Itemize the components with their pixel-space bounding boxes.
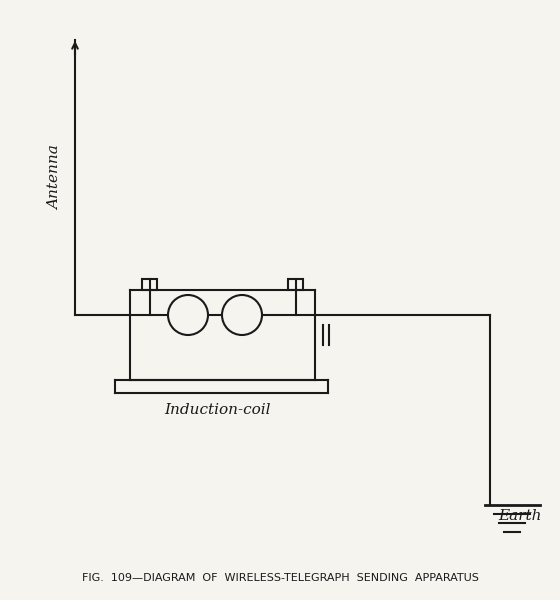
Text: Antenna: Antenna — [48, 145, 62, 210]
Circle shape — [222, 295, 262, 335]
Text: Earth: Earth — [498, 509, 542, 523]
Circle shape — [168, 295, 208, 335]
Bar — [288, 279, 303, 290]
Bar — [142, 279, 157, 290]
Text: Induction-coil: Induction-coil — [164, 403, 270, 417]
Text: FIG.  109—DIAGRAM  OF  WIRELESS-TELEGRAPH  SENDING  APPARATUS: FIG. 109—DIAGRAM OF WIRELESS-TELEGRAPH S… — [82, 573, 478, 583]
